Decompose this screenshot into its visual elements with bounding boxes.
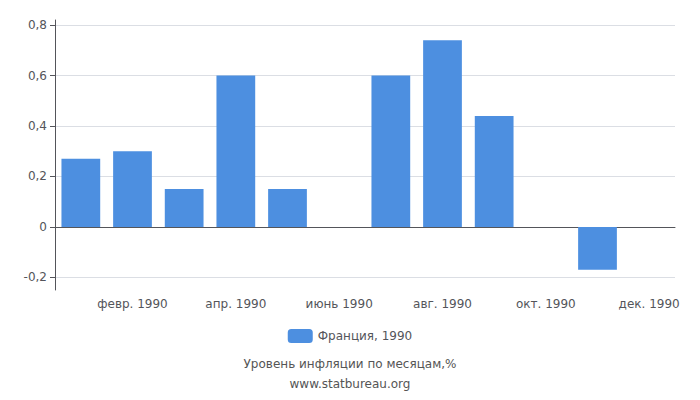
svg-text:Франция, 1990: Франция, 1990 [318, 329, 413, 343]
svg-text:апр. 1990: апр. 1990 [205, 297, 266, 311]
svg-text:окт. 1990: окт. 1990 [516, 297, 576, 311]
svg-text:www.statbureau.org: www.statbureau.org [290, 377, 411, 391]
svg-text:Уровень инфляции по месяцам,%: Уровень инфляции по месяцам,% [244, 357, 457, 371]
svg-text:0,8: 0,8 [28, 18, 47, 32]
svg-text:0,6: 0,6 [28, 69, 47, 83]
svg-text:авг. 1990: авг. 1990 [413, 297, 472, 311]
svg-text:0: 0 [39, 220, 47, 234]
svg-text:дек. 1990: дек. 1990 [619, 297, 680, 311]
svg-text:февр. 1990: февр. 1990 [97, 297, 168, 311]
svg-text:-0,2: -0,2 [24, 270, 47, 284]
svg-text:0,2: 0,2 [28, 169, 47, 183]
svg-text:0,4: 0,4 [28, 119, 47, 133]
svg-text:июнь 1990: июнь 1990 [306, 297, 373, 311]
